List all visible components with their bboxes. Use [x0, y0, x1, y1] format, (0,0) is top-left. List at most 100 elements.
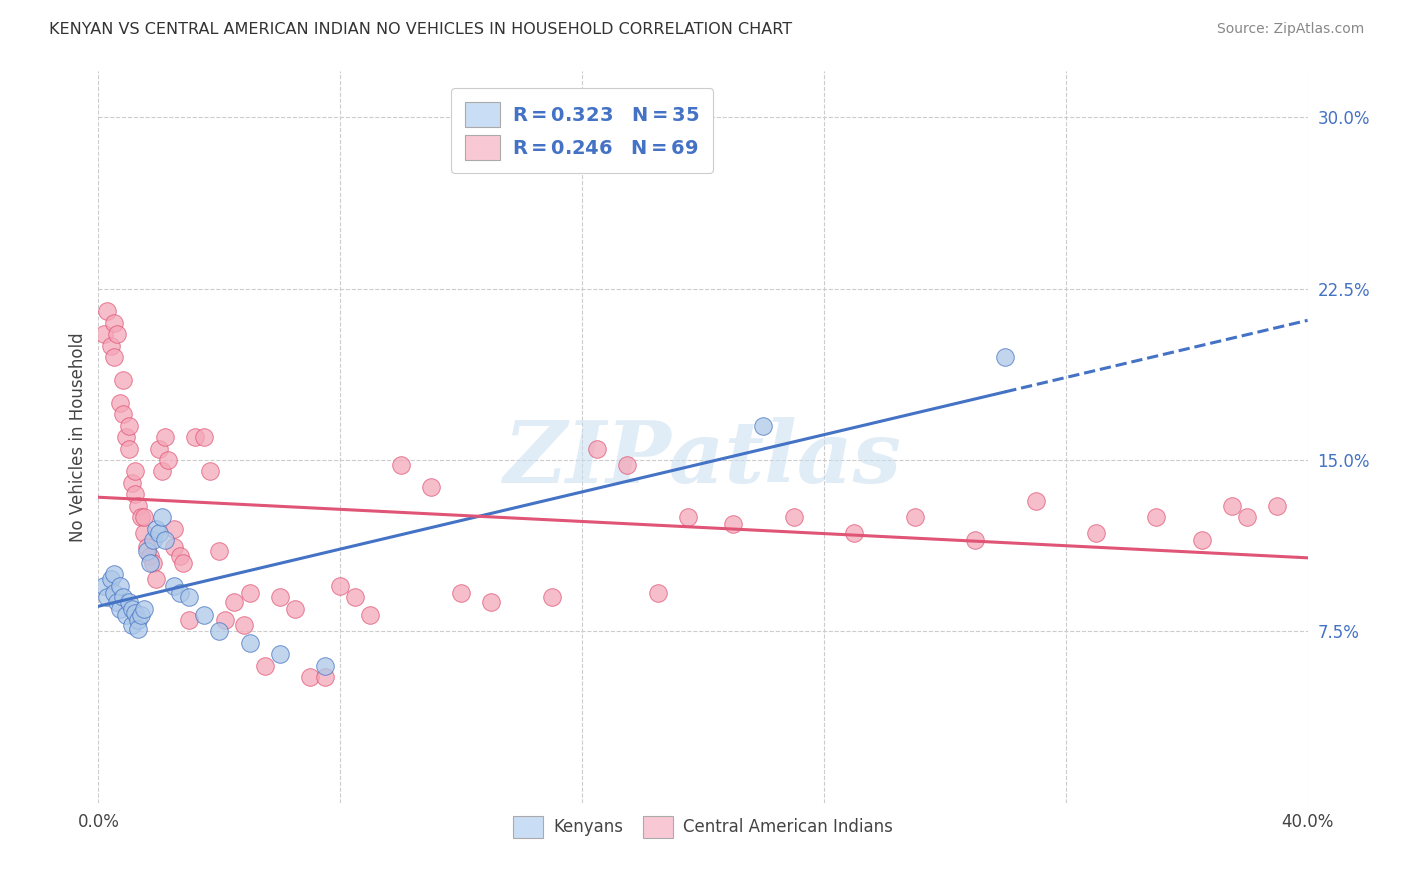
Point: [1144, 510, 1167, 524]
Point: [994, 350, 1017, 364]
Point: [299, 670, 322, 684]
Point: [904, 510, 927, 524]
Point: [616, 458, 638, 472]
Point: [118, 442, 141, 456]
Point: [103, 350, 125, 364]
Point: [232, 617, 254, 632]
Point: [150, 510, 173, 524]
Point: [224, 595, 246, 609]
Point: [253, 658, 276, 673]
Point: [132, 510, 155, 524]
Point: [239, 636, 262, 650]
Point: [129, 608, 152, 623]
Point: [676, 510, 699, 524]
Point: [420, 480, 443, 494]
Point: [127, 499, 149, 513]
Point: [193, 430, 215, 444]
Point: [153, 533, 176, 547]
Point: [121, 617, 143, 632]
Point: [200, 464, 222, 478]
Point: [163, 521, 186, 535]
Point: [124, 464, 146, 478]
Point: [111, 407, 134, 421]
Y-axis label: No Vehicles in Household: No Vehicles in Household: [69, 332, 87, 542]
Point: [269, 590, 291, 604]
Point: [389, 458, 412, 472]
Point: [108, 396, 131, 410]
Point: [1085, 526, 1108, 541]
Point: [121, 601, 143, 615]
Point: [100, 338, 122, 352]
Point: [142, 533, 165, 547]
Point: [783, 510, 806, 524]
Point: [103, 567, 125, 582]
Point: [723, 516, 745, 531]
Point: [314, 658, 336, 673]
Point: [108, 579, 131, 593]
Point: [135, 544, 157, 558]
Point: [844, 526, 866, 541]
Point: [105, 327, 128, 342]
Point: [179, 590, 201, 604]
Point: [108, 601, 131, 615]
Point: [481, 595, 503, 609]
Point: [172, 556, 194, 570]
Point: [344, 590, 367, 604]
Point: [184, 430, 207, 444]
Point: [93, 579, 115, 593]
Point: [114, 608, 136, 623]
Point: [156, 453, 179, 467]
Point: [127, 613, 149, 627]
Point: [111, 373, 134, 387]
Point: [1024, 494, 1046, 508]
Point: [96, 590, 118, 604]
Point: [93, 327, 115, 342]
Point: [586, 442, 609, 456]
Point: [139, 549, 162, 563]
Point: [124, 487, 146, 501]
Point: [121, 475, 143, 490]
Point: [100, 572, 122, 586]
Point: [329, 579, 352, 593]
Point: [153, 430, 176, 444]
Point: [132, 526, 155, 541]
Point: [139, 556, 162, 570]
Point: [239, 585, 262, 599]
Point: [169, 585, 191, 599]
Point: [1220, 499, 1243, 513]
Point: [269, 647, 291, 661]
Point: [103, 585, 125, 599]
Text: ZIPatlas: ZIPatlas: [503, 417, 903, 500]
Text: Source: ZipAtlas.com: Source: ZipAtlas.com: [1216, 22, 1364, 37]
Point: [169, 549, 191, 563]
Point: [132, 601, 155, 615]
Point: [208, 544, 231, 558]
Point: [214, 613, 236, 627]
Point: [163, 579, 186, 593]
Point: [1191, 533, 1213, 547]
Point: [114, 430, 136, 444]
Point: [142, 556, 165, 570]
Point: [124, 606, 146, 620]
Point: [118, 595, 141, 609]
Legend: Kenyans, Central American Indians: Kenyans, Central American Indians: [502, 805, 904, 849]
Point: [965, 533, 987, 547]
Point: [284, 601, 307, 615]
Point: [135, 540, 157, 554]
Point: [314, 670, 336, 684]
Point: [103, 316, 125, 330]
Point: [148, 526, 170, 541]
Point: [148, 442, 170, 456]
Point: [145, 521, 167, 535]
Point: [105, 595, 128, 609]
Point: [1267, 499, 1289, 513]
Point: [179, 613, 201, 627]
Point: [647, 585, 669, 599]
Point: [360, 608, 382, 623]
Point: [111, 590, 134, 604]
Point: [118, 418, 141, 433]
Point: [150, 464, 173, 478]
Point: [450, 585, 472, 599]
Point: [96, 304, 118, 318]
Point: [163, 540, 186, 554]
